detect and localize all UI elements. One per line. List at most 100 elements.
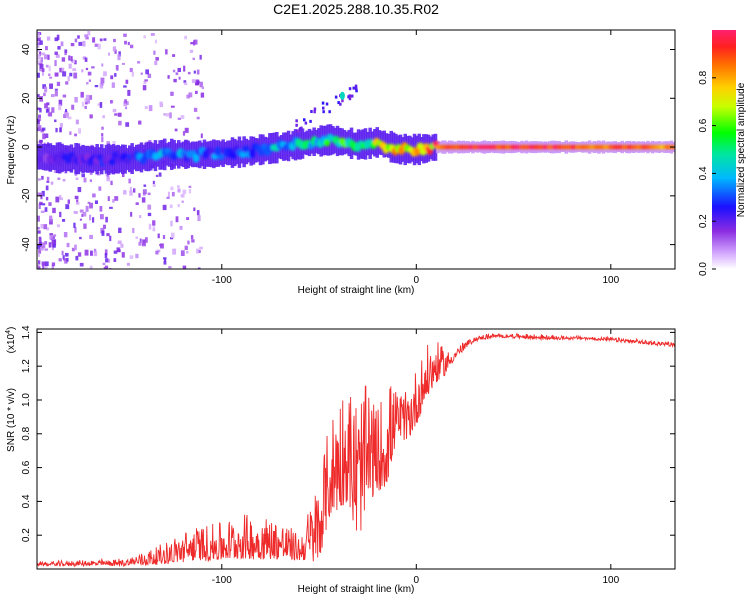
feature-cell [339,102,342,106]
noise-cell [44,241,48,245]
noise-cell [78,41,83,46]
noise-cell [48,65,51,72]
feature-cell [313,107,317,111]
feature-cell [348,87,352,91]
noise-cell [53,239,57,246]
noise-cell [148,140,152,143]
noise-cell [178,76,181,80]
noise-cell [184,35,187,40]
noise-cell [114,113,118,116]
noise-cell [74,133,77,137]
noise-cell [79,262,84,267]
snr-y-tick-label: 0.6 [21,460,32,474]
noise-cell [108,52,111,56]
noise-cell [51,94,55,98]
noise-cell [43,54,48,60]
noise-cell [46,36,51,41]
noise-cell [105,173,108,177]
noise-cell [54,90,58,97]
snr-y-tick-label: 1.0 [21,393,32,407]
noise-cell [183,80,187,83]
noise-cell [155,250,159,255]
track-blob [239,151,247,159]
noise-cell [37,53,41,60]
noise-cell [49,83,53,89]
noise-cell [142,189,147,195]
noise-cell [186,217,190,220]
track-blob [217,153,225,160]
noise-cell [84,57,88,62]
noise-cell [193,40,196,46]
noise-cell [68,55,71,61]
noise-cell [55,54,60,58]
feature-cell [310,110,313,113]
noise-cell [106,233,110,237]
noise-cell [49,233,53,236]
noise-cell [37,94,40,98]
noise-cell [39,51,42,56]
noise-cell [49,219,53,225]
colorbar-ticks: 0.0 0.2 0.4 0.6 0.8 [698,70,716,276]
noise-cell [51,265,54,269]
noise-cell [118,51,121,57]
feature-cell [299,127,302,131]
noise-cell [135,236,138,239]
noise-cell [79,218,82,221]
noise-cell [42,84,46,89]
noise-cell [167,191,170,198]
snr-multiplier-close: ) [6,327,17,330]
noise-cell [200,92,205,98]
spectrogram-frame [36,29,676,270]
noise-cell [40,60,43,65]
noise-cell [196,248,200,254]
spectrogram-x-tick-label: 100 [602,275,619,286]
noise-cell [49,76,53,79]
feature-highlight [339,91,345,100]
colorbar-tick-label: 0.2 [698,214,709,228]
noise-cell [54,51,58,55]
noise-cell [101,133,104,137]
noise-cell [38,260,41,265]
track-blob [248,148,256,159]
noise-cell [94,85,99,88]
snr-y-axis-label: SNR (10 * v/v) [6,388,17,452]
noise-cell [93,248,97,253]
noise-cell [172,248,177,255]
noise-cell [51,262,56,267]
noise-cell [173,78,177,83]
noise-cell [163,113,166,116]
noise-cell [46,176,50,181]
noise-cell [155,57,159,61]
noise-cell [165,49,168,55]
noise-cell [192,57,195,60]
noise-cell [41,242,46,249]
noise-cell [130,44,134,49]
noise-cell [123,190,127,195]
noise-cell [201,86,204,90]
noise-cell [57,46,61,50]
noise-cell [170,91,174,96]
feature-cell [322,106,325,110]
noise-cell [101,63,104,67]
noise-cell [197,267,201,269]
noise-cell [172,69,176,73]
noise-cell [170,186,174,191]
colorbar-tick-label: 0.4 [698,166,709,180]
noise-cell [115,65,119,70]
noise-cell [38,236,42,242]
noise-cell [88,95,93,100]
noise-cell [99,38,103,42]
noise-cell [44,103,48,109]
noise-cell [38,248,42,254]
noise-cell [51,247,54,251]
noise-cell [83,177,87,183]
noise-cell [135,202,139,205]
spectrogram-y-ticks: -40 -20 0 20 40 [21,44,675,252]
colorbar-tick-label: 0.6 [698,118,709,132]
noise-cell [60,41,64,47]
snr-x-tick-label: 0 [414,575,420,586]
noise-cell [123,33,127,37]
noise-cell [74,60,77,65]
feature-cell [303,118,306,122]
